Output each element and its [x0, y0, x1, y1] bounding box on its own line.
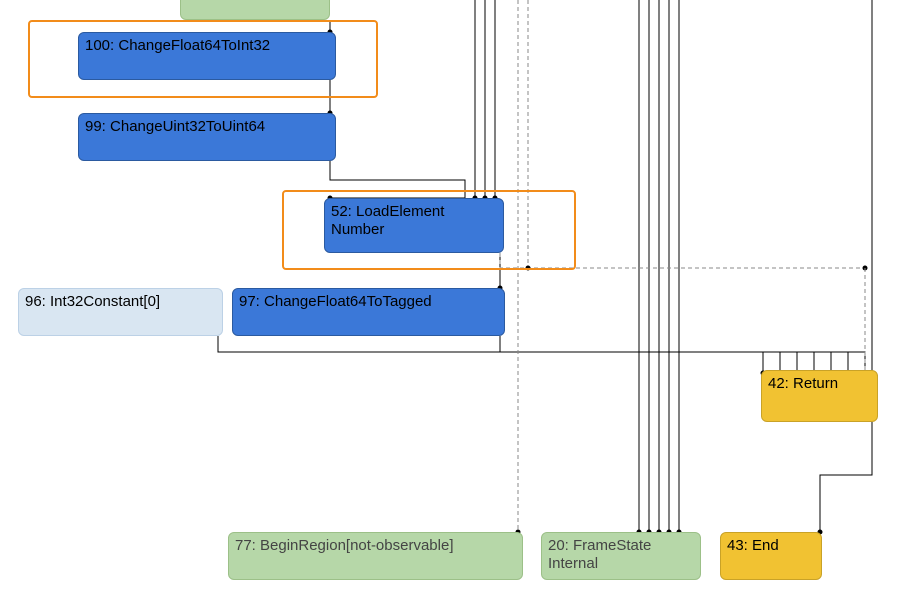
- node-label: 43: End: [727, 537, 779, 554]
- graph-node-n42[interactable]: 42: Return: [761, 370, 878, 422]
- graph-node-n99[interactable]: 99: ChangeUint32ToUint64: [78, 113, 336, 161]
- graph-node-n96[interactable]: 96: Int32Constant[0]: [18, 288, 223, 336]
- node-label: 97: ChangeFloat64ToTagged: [239, 293, 432, 310]
- node-label: 77: BeginRegion[not-observable]: [235, 537, 453, 554]
- node-label: 52: LoadElement Number: [331, 203, 444, 238]
- graph-node-n77[interactable]: 77: BeginRegion[not-observable]: [228, 532, 523, 580]
- node-label: 20: FrameState Internal: [548, 537, 651, 572]
- node-label: 42: Return: [768, 375, 838, 392]
- node-label: 100: ChangeFloat64ToInt32: [85, 37, 270, 54]
- node-label: 96: Int32Constant[0]: [25, 293, 160, 310]
- graph-node-n43[interactable]: 43: End: [720, 532, 822, 580]
- graph-node-n20[interactable]: 20: FrameState Internal: [541, 532, 701, 580]
- graph-node-n100[interactable]: 100: ChangeFloat64ToInt32: [78, 32, 336, 80]
- graph-node-n97[interactable]: 97: ChangeFloat64ToTagged: [232, 288, 505, 336]
- node-label: 99: ChangeUint32ToUint64: [85, 118, 265, 135]
- graph-node-n_top_green[interactable]: [180, 0, 330, 20]
- graph-node-n52[interactable]: 52: LoadElement Number: [324, 198, 504, 253]
